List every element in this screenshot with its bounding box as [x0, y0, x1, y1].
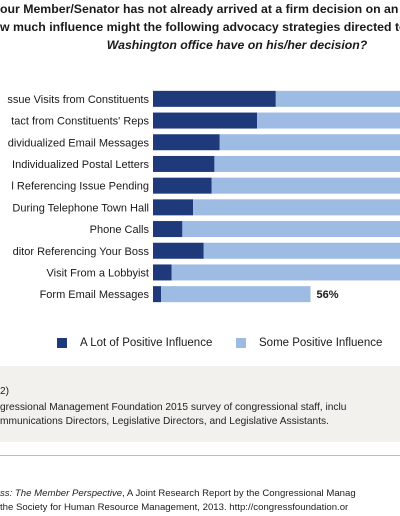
bar-a-lot — [153, 90, 276, 107]
legend-swatch-some — [236, 338, 246, 348]
notes-line-3: mmunications Directors, Legislative Dire… — [0, 416, 329, 427]
notes-line-1: 2) — [0, 386, 10, 397]
bar-a-lot — [153, 155, 215, 172]
category-label: ssue Visits from Constituents — [7, 94, 149, 106]
bar-a-lot — [153, 199, 194, 216]
bar-some — [171, 264, 400, 281]
category-label: Form Email Messages — [40, 289, 150, 301]
legend-label-a-lot: A Lot of Positive Influence — [80, 337, 213, 349]
notes-line-2: gressional Management Foundation 2015 su… — [0, 402, 347, 413]
source-line-2: the Society for Human Resource Managemen… — [0, 502, 349, 513]
bar-a-lot — [153, 112, 258, 129]
legend-label-some: Some Positive Influence — [259, 337, 383, 349]
bar-some — [203, 242, 400, 259]
category-label: tact from Constituents' Reps — [11, 116, 149, 128]
bar-some — [161, 286, 311, 303]
category-label: Visit From a Lobbyist — [46, 267, 149, 279]
bar-some — [275, 90, 400, 107]
bar-some — [214, 155, 400, 172]
source-line-1: ss: The Member Perspective, A Joint Rese… — [0, 487, 356, 501]
bar-a-lot — [153, 177, 212, 194]
category-label: ditor Referencing Your Boss — [13, 246, 150, 258]
bar-some — [257, 112, 400, 129]
category-label: dividualized Email Messages — [8, 137, 150, 149]
source-title: ss: The Member Perspective — [0, 488, 123, 499]
bar-a-lot — [153, 286, 162, 303]
legend-swatch-a-lot — [57, 338, 67, 348]
bar-some — [219, 134, 400, 151]
bar-some — [182, 221, 400, 238]
notes-panel — [0, 366, 400, 442]
bar-a-lot — [153, 221, 183, 238]
bar-some — [193, 199, 400, 216]
title-line-2: w much influence might the following adv… — [0, 20, 400, 34]
category-label: Phone Calls — [90, 224, 150, 236]
bar-a-lot — [153, 242, 204, 259]
divider — [0, 455, 400, 456]
bar-chart: ssue Visits from Constituents tact from C… — [7, 90, 400, 303]
legend-item-some: Some Positive Influence — [236, 337, 382, 349]
legend-item-a-lot: A Lot of Positive Influence — [57, 337, 212, 349]
category-label: l Referencing Issue Pending — [11, 181, 149, 193]
category-label: Individualized Postal Letters — [12, 159, 149, 171]
category-label: During Telephone Town Hall — [12, 202, 149, 214]
bar-a-lot — [153, 264, 172, 281]
source-rest: , A Joint Research Report by the Congres… — [122, 488, 356, 499]
title-line-3: Washington office have on his/her decisi… — [106, 38, 368, 52]
title-line-1: our Member/Senator has not already arriv… — [0, 2, 400, 16]
data-label: 56% — [317, 289, 339, 301]
bar-some — [211, 177, 400, 194]
bar-a-lot — [153, 134, 220, 151]
